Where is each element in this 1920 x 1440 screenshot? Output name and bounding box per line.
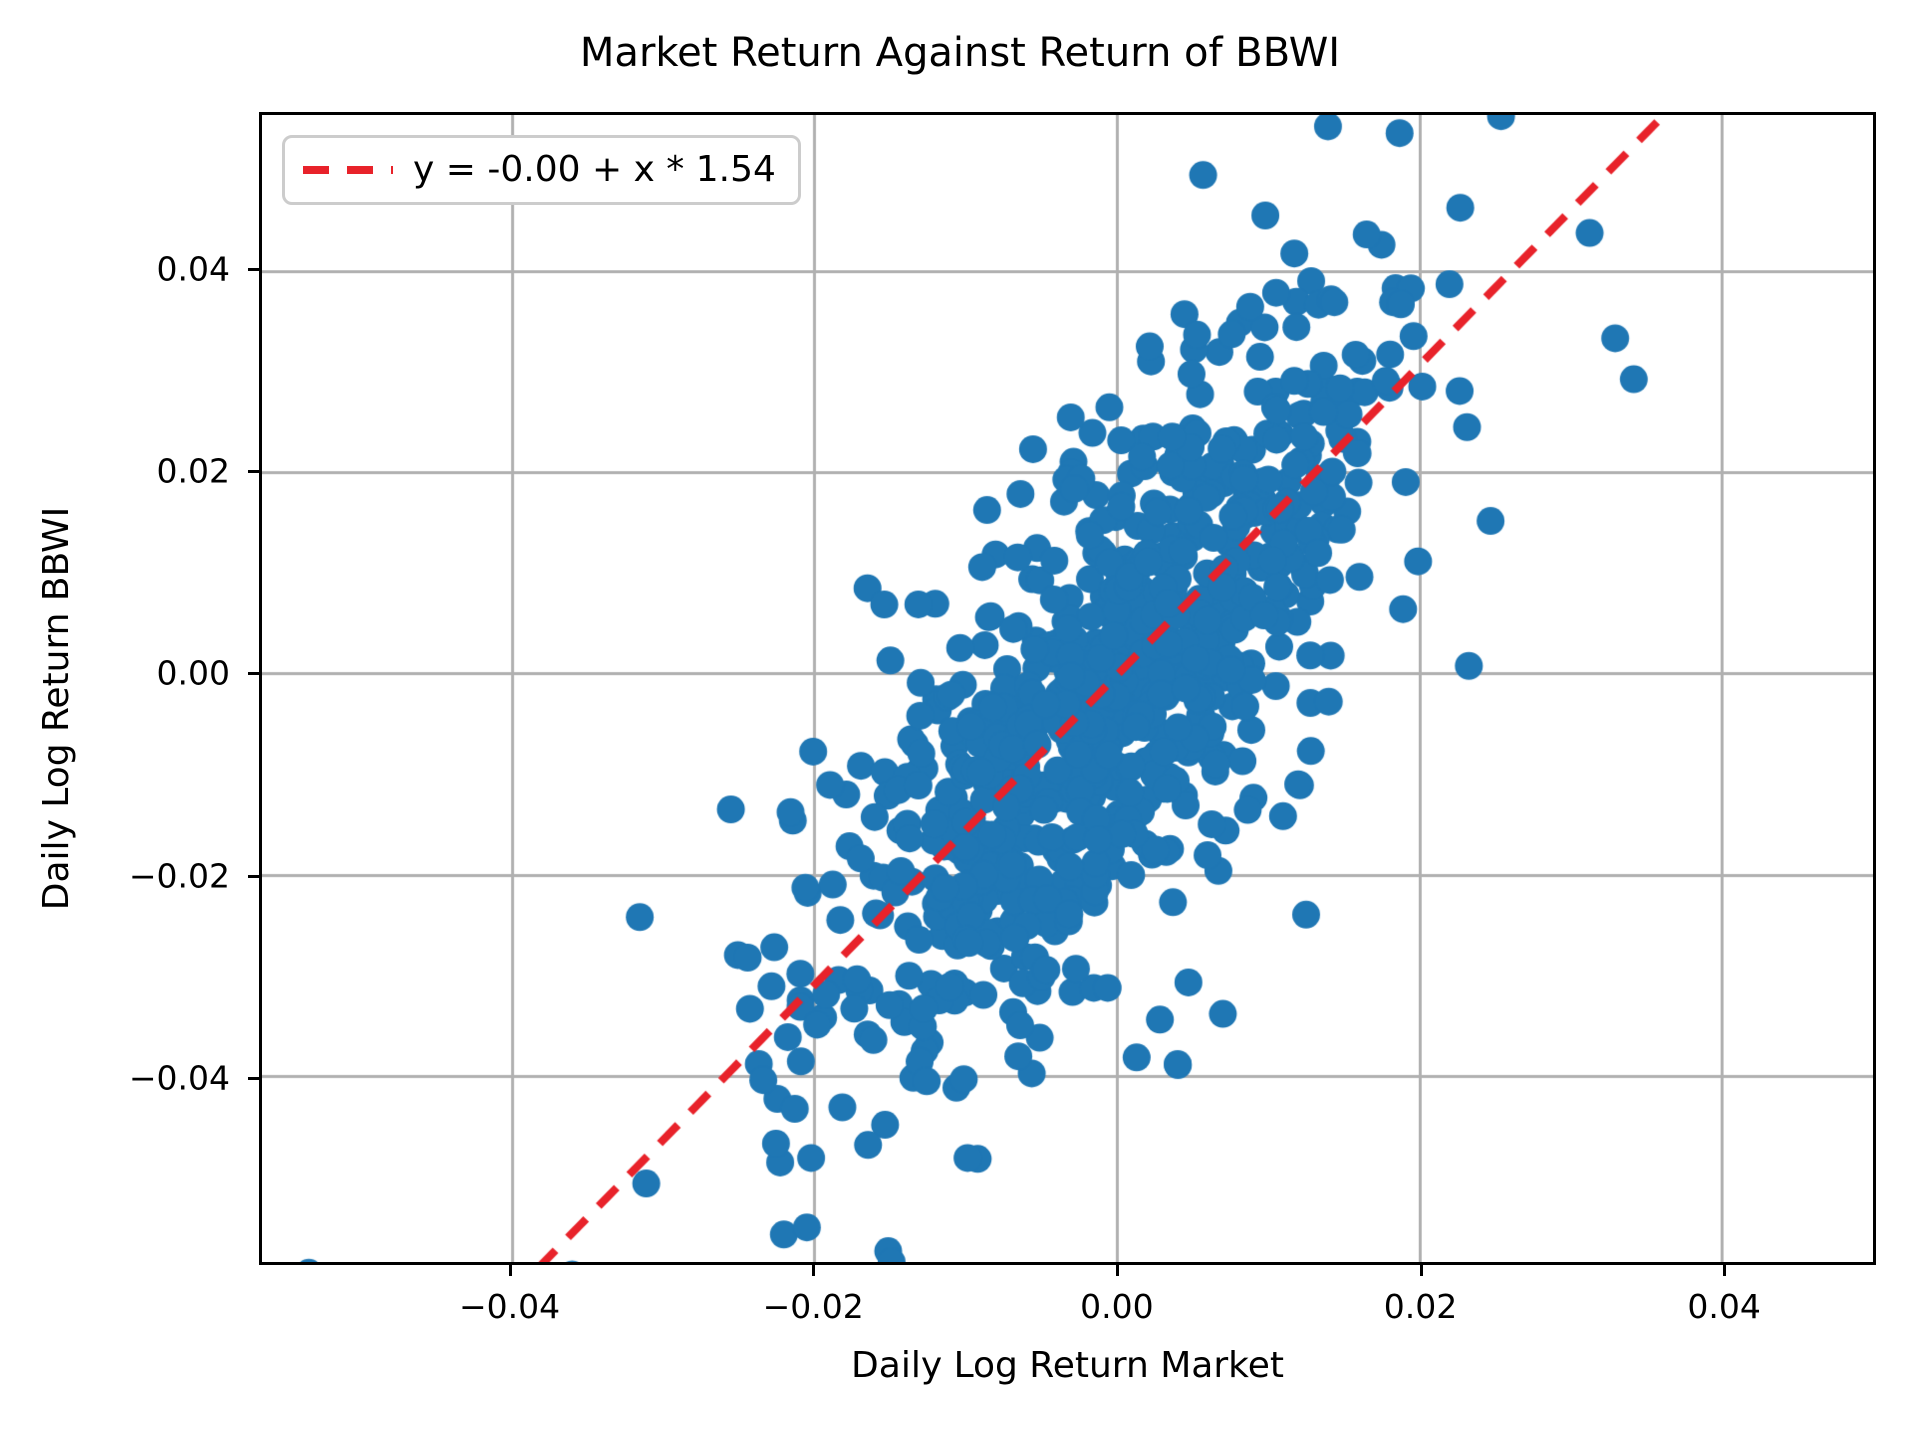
page-title: Market Return Against Return of BBWI bbox=[579, 30, 1341, 76]
y-tick-label: 0.00 bbox=[156, 653, 230, 693]
legend: y = -0.00 + x * 1.54 bbox=[282, 135, 801, 205]
x-tick-mark bbox=[812, 1265, 816, 1276]
x-tick-mark bbox=[508, 1265, 512, 1276]
x-tick-label: 0.04 bbox=[1687, 1287, 1761, 1326]
x-tick-label: 0.02 bbox=[1383, 1287, 1458, 1326]
scatter-canvas bbox=[262, 115, 1873, 1262]
legend-entry-label: y = -0.00 + x * 1.54 bbox=[413, 149, 776, 190]
plot-area: y = -0.00 + x * 1.54 bbox=[259, 112, 1876, 1265]
x-tick-mark bbox=[1723, 1265, 1727, 1276]
x-tick-mark bbox=[1115, 1265, 1119, 1276]
y-tick-label: −0.02 bbox=[128, 856, 230, 896]
y-tick-label: −0.04 bbox=[128, 1058, 230, 1098]
x-tick-label: −0.04 bbox=[458, 1287, 561, 1326]
x-axis-label: Daily Log Return Market bbox=[851, 1345, 1284, 1386]
y-tick-label: 0.02 bbox=[156, 451, 230, 491]
regression-line-swatch-icon bbox=[303, 166, 393, 174]
x-tick-label: −0.02 bbox=[762, 1287, 864, 1326]
y-tick-mark bbox=[248, 267, 259, 271]
y-tick-mark bbox=[248, 1076, 259, 1080]
x-tick-label: 0.00 bbox=[1080, 1287, 1154, 1326]
y-tick-mark bbox=[248, 672, 259, 676]
y-tick-label: 0.04 bbox=[156, 249, 230, 289]
y-tick-mark bbox=[248, 470, 259, 474]
x-tick-mark bbox=[1419, 1265, 1423, 1276]
y-axis-label: Daily Log Return BBWI bbox=[36, 506, 77, 911]
y-tick-mark bbox=[248, 874, 259, 878]
